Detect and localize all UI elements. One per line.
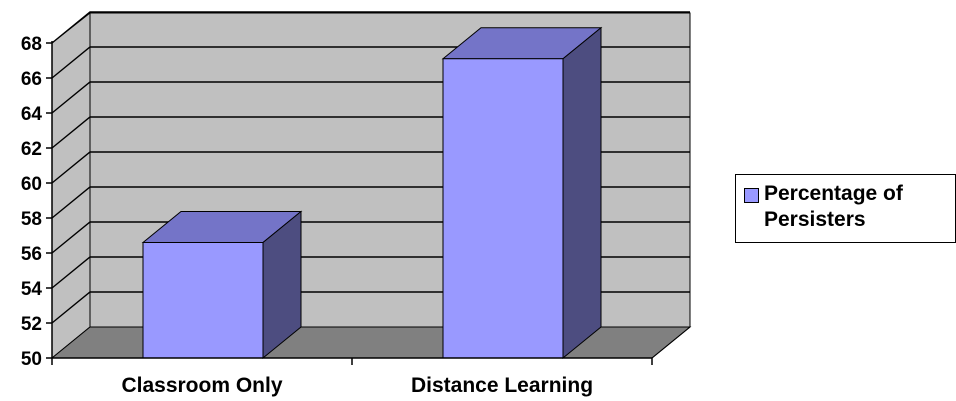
x-tick-label: Distance Learning	[411, 374, 593, 397]
gridline	[51, 11, 690, 44]
bar-front	[142, 242, 264, 359]
bar-front	[442, 58, 564, 359]
floor-edge	[651, 326, 691, 359]
bar-0	[141, 210, 303, 360]
legend: Percentage of Persisters	[735, 174, 956, 243]
y-tick-label: 64	[21, 104, 43, 125]
y-tick-label: 58	[21, 209, 42, 230]
y-tick-label: 50	[21, 349, 42, 370]
legend-swatch	[744, 188, 759, 203]
y-tick-label: 62	[21, 139, 42, 160]
bar-1	[441, 26, 603, 360]
y-tick-label: 52	[21, 314, 42, 335]
bar-side	[562, 26, 602, 360]
y-tick-label: 56	[21, 244, 42, 265]
y-tick-label: 60	[21, 174, 42, 195]
legend-label: Percentage of Persisters	[764, 182, 903, 231]
x-tick-label: Classroom Only	[121, 374, 282, 397]
side-wall	[51, 11, 91, 360]
y-tick-label: 54	[21, 279, 43, 300]
y-tick-label: 68	[21, 34, 42, 55]
y-tick-label: 66	[21, 69, 42, 90]
bars	[141, 26, 603, 360]
y-axis: 50 52 54 56 58 60 62 64 66 68	[21, 34, 53, 370]
x-axis: Classroom Only Distance Learning	[51, 326, 691, 397]
